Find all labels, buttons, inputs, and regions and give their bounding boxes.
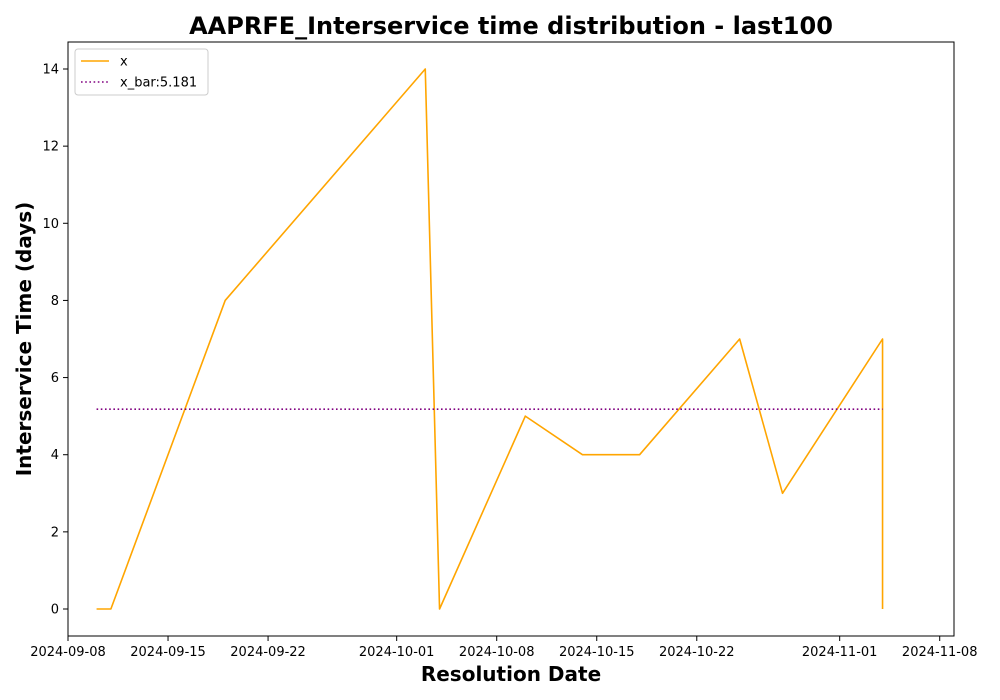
series-line-x <box>96 68 884 610</box>
x-axis-label: Resolution Date <box>421 662 601 686</box>
x-tick-label: 2024-09-22 <box>230 645 306 660</box>
x-tick-label: 2024-09-15 <box>130 645 206 660</box>
legend-label: x_bar:5.181 <box>120 76 197 91</box>
x-tick-label: 2024-10-01 <box>359 645 435 660</box>
chart-title: AAPRFE_Interservice time distribution - … <box>189 12 833 40</box>
x-tick-label: 2024-11-01 <box>802 645 878 660</box>
x-tick-label: 2024-10-22 <box>659 645 735 660</box>
legend-label: x <box>120 55 128 70</box>
y-tick-label: 4 <box>51 448 59 463</box>
x-tick-label: 2024-10-15 <box>559 645 635 660</box>
x-tick-label: 2024-11-08 <box>902 645 978 660</box>
series-layer <box>96 68 884 610</box>
y-tick-label: 14 <box>42 63 59 78</box>
y-tick-label: 8 <box>51 294 59 309</box>
x-tick-label: 2024-10-08 <box>459 645 535 660</box>
y-axis-label: Interservice Time (days) <box>12 202 36 477</box>
y-tick-label: 6 <box>51 371 59 386</box>
axis-ticks: 2024-09-08 2024-09-15 2024-09-22 2024-10-01… <box>30 63 977 661</box>
y-tick-label: 0 <box>51 603 59 618</box>
y-tick-label: 12 <box>42 140 59 155</box>
x-tick-label: 2024-09-08 <box>30 645 106 660</box>
y-tick-label: 2 <box>51 525 59 540</box>
plot-area <box>67 41 955 637</box>
legend: x x_bar:5.181 <box>74 48 209 96</box>
y-tick-label: 10 <box>42 217 59 232</box>
